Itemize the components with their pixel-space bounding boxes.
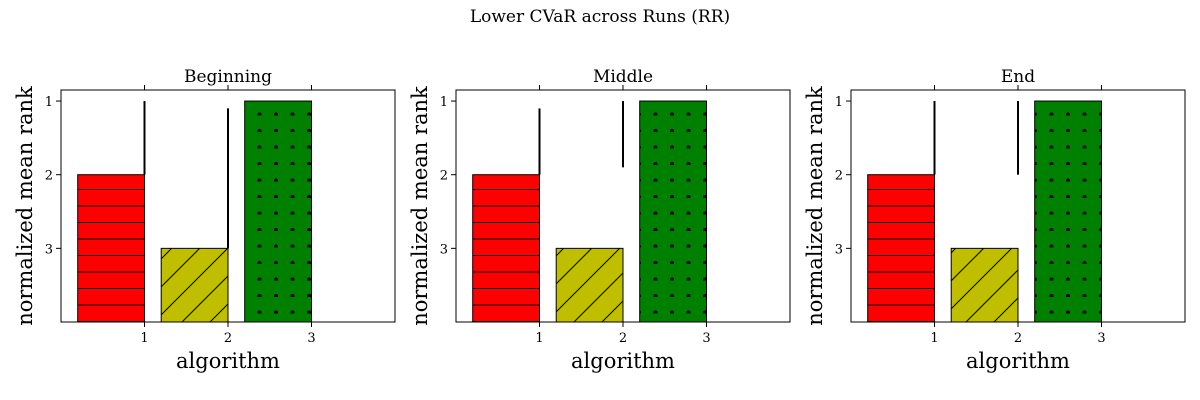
y-tick-label: 2 [440,169,448,184]
x-tick-label: 2 [1014,331,1022,346]
chart-panel-3: End 1 2 3 1 2 3 algorithm normalized mean rank [803,67,1186,373]
y-tick-label: 3 [45,242,53,257]
bar-3-hatch [639,100,708,323]
bar-3-hatch [1034,100,1102,323]
subplot-title: Middle [593,67,653,87]
y-tick-label: 1 [440,95,448,110]
y-axis-label: normalized mean rank [408,86,432,326]
y-tick-label: 2 [835,169,843,184]
y-axis-label: normalized mean rank [13,86,37,326]
x-tick-label: 3 [702,331,710,346]
y-tick-label: 2 [45,169,53,184]
bar-2-hatch [950,247,1019,323]
y-tick-label: 1 [45,95,53,110]
x-axis-label: algorithm [571,349,675,373]
x-tick-label: 2 [619,331,627,346]
subplot-title: End [1001,67,1035,87]
y-tick-label: 3 [835,242,843,257]
x-tick-label: 1 [140,331,148,346]
x-tick-label: 3 [307,331,315,346]
bar-1-hatch [867,174,936,323]
bar-3-hatch [244,100,312,323]
y-tick-label: 3 [440,242,448,257]
bar-1-hatch [77,174,145,323]
x-axis-label: algorithm [176,349,280,373]
x-tick-label: 2 [224,331,232,346]
figure-title: Lower CVaR across Runs (RR) [470,7,730,27]
y-tick-label: 1 [835,95,843,110]
panels: Beginning 1 2 3 1 2 3 algorithm normalized mean … [13,67,1186,373]
x-tick-label: 3 [1097,331,1105,346]
bar-2-hatch [555,247,624,323]
chart-panel-1: Beginning 1 2 3 1 2 3 algorithm normalized mean … [13,67,396,373]
bar-1-hatch [472,174,541,323]
x-tick-label: 1 [930,331,938,346]
x-tick-label: 1 [535,331,543,346]
y-axis-label: normalized mean rank [803,86,827,326]
x-axis-label: algorithm [966,349,1070,373]
subplot-title: Beginning [184,67,272,87]
bar-2-hatch [160,247,229,323]
chart-panel-2: Middle 1 2 3 1 2 3 algorithm normalized mean ran… [408,67,791,373]
